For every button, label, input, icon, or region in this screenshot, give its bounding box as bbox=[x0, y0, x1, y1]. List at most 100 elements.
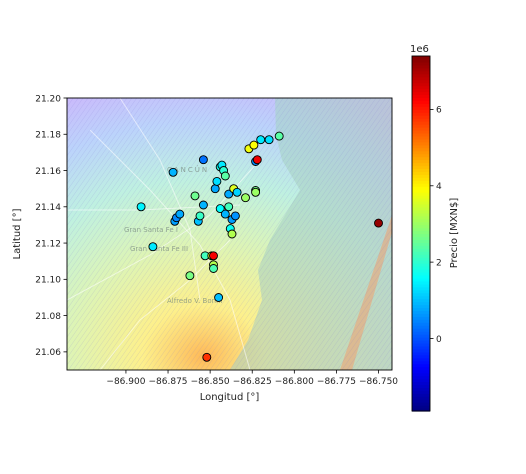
colorbar-gradient bbox=[412, 56, 430, 412]
colorbar-segment bbox=[412, 150, 430, 155]
colorbar-segment bbox=[412, 153, 430, 158]
colorbar-segment bbox=[412, 206, 430, 211]
x-tick-label: −86.900 bbox=[106, 377, 145, 387]
colorbar-frame bbox=[411, 55, 431, 412]
colorbar-segment bbox=[412, 239, 430, 243]
colorbar-segment bbox=[412, 212, 430, 217]
colorbar-segment bbox=[412, 138, 430, 143]
colorbar-segment bbox=[412, 307, 430, 312]
x-tick-label: −86.775 bbox=[317, 377, 356, 387]
colorbar-segment bbox=[412, 88, 430, 93]
colorbar-segment bbox=[412, 171, 430, 175]
colorbar-segment bbox=[412, 103, 430, 107]
colorbar-segment bbox=[412, 369, 430, 374]
colorbar-segment bbox=[412, 408, 430, 412]
colorbar-segment bbox=[412, 242, 430, 246]
colorbar-segment bbox=[412, 304, 430, 309]
data-point bbox=[224, 189, 234, 199]
data-point bbox=[220, 171, 230, 181]
x-axis-ticks: −86.900 −86.875 −86.850 −86.825 −86.800 −86.7… bbox=[106, 370, 398, 387]
colorbar-segment bbox=[412, 254, 430, 258]
y-tick-label: 21.08 bbox=[35, 312, 61, 322]
colorbar-segment bbox=[412, 260, 430, 264]
colorbar-segment bbox=[412, 227, 430, 232]
colorbar-segment bbox=[412, 121, 430, 125]
colorbar-segment bbox=[412, 248, 430, 252]
data-point bbox=[198, 200, 208, 210]
colorbar-segment bbox=[412, 109, 430, 113]
colorbar-segment bbox=[412, 393, 430, 397]
colorbar-segment bbox=[412, 177, 430, 181]
colorbar-segment bbox=[412, 396, 430, 400]
data-point bbox=[198, 155, 208, 165]
colorbar-segment bbox=[412, 334, 430, 338]
colorbar-segment bbox=[412, 372, 430, 377]
data-points bbox=[136, 131, 383, 362]
data-point bbox=[274, 131, 284, 141]
colorbar-segment bbox=[412, 221, 430, 226]
data-point bbox=[227, 229, 237, 239]
data-point bbox=[210, 184, 220, 194]
colorbar-segment bbox=[412, 354, 430, 359]
colorbar-segment bbox=[412, 56, 430, 60]
data-point bbox=[230, 211, 240, 221]
map-label-gran-santa-fe-i: Gran Santa Fe I bbox=[124, 226, 178, 234]
colorbar-segment bbox=[412, 342, 430, 347]
y-tick-label: 21.20 bbox=[35, 94, 61, 104]
colorbar-segment bbox=[412, 283, 430, 288]
colorbar-segment bbox=[412, 301, 430, 306]
colorbar-segment bbox=[412, 70, 430, 75]
colorbar-segment bbox=[412, 399, 430, 403]
colorbar-segment bbox=[412, 251, 430, 255]
map-label-cancun: CANCÚN bbox=[167, 165, 209, 174]
data-point bbox=[224, 202, 234, 212]
colorbar-segment bbox=[412, 381, 430, 385]
data-point bbox=[148, 242, 158, 252]
colorbar-segment bbox=[412, 289, 430, 294]
colorbar-segment bbox=[412, 180, 430, 184]
data-point bbox=[136, 202, 146, 212]
colorbar-segment bbox=[412, 156, 430, 161]
colorbar-segment bbox=[412, 360, 430, 365]
colorbar-segment bbox=[412, 76, 430, 81]
colorbar-segment bbox=[412, 233, 430, 238]
y-tick-label: 21.16 bbox=[35, 167, 61, 177]
colorbar-segment bbox=[412, 127, 430, 131]
colorbar-segment bbox=[412, 298, 430, 303]
colorbar-segment bbox=[412, 263, 430, 267]
map-label-alfredo-bonfil: Alfredo V. Bonfil bbox=[167, 297, 222, 305]
colorbar-segment bbox=[412, 183, 430, 187]
colorbar-segment bbox=[412, 310, 430, 314]
colorbar-segment bbox=[412, 97, 430, 101]
colorbar-label: Precio [MXN$] bbox=[449, 198, 460, 269]
colorbar-segment bbox=[412, 168, 430, 172]
colorbar-segment bbox=[412, 269, 430, 273]
colorbar-segment bbox=[412, 405, 430, 409]
colorbar-segment bbox=[412, 348, 430, 353]
colorbar-segment bbox=[412, 340, 430, 344]
colorbar-segment bbox=[412, 118, 430, 122]
colorbar-segment bbox=[412, 85, 430, 90]
colorbar-segment bbox=[412, 165, 430, 170]
colorbar-ticks: 0 2 4 6 bbox=[430, 106, 442, 345]
colorbar-segment bbox=[412, 209, 430, 214]
data-point bbox=[220, 209, 230, 219]
x-tick-label: −86.850 bbox=[191, 377, 230, 387]
colorbar-segment bbox=[412, 295, 430, 300]
colorbar-segment bbox=[412, 292, 430, 297]
data-point bbox=[249, 140, 259, 150]
colorbar-segment bbox=[412, 215, 430, 220]
colorbar-segment bbox=[412, 316, 430, 320]
colorbar-segment bbox=[412, 189, 430, 193]
colorbar-segment bbox=[412, 363, 430, 368]
data-point bbox=[195, 211, 205, 221]
colorbar-segment bbox=[412, 257, 430, 261]
colorbar-segment bbox=[412, 61, 430, 66]
data-point bbox=[202, 352, 212, 362]
colorbar-tick-label: 4 bbox=[436, 182, 442, 192]
colorbar-segment bbox=[412, 195, 430, 199]
colorbar-segment bbox=[412, 82, 430, 87]
colorbar-segment bbox=[412, 280, 430, 285]
